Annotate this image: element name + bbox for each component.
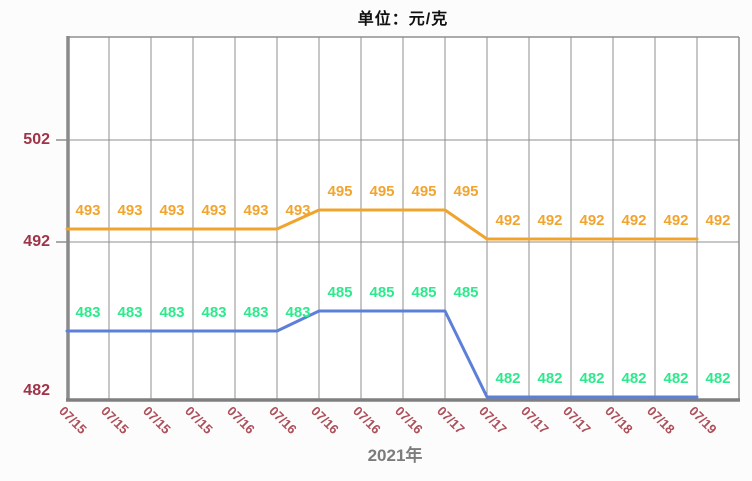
chart-title: 单位：元/克 — [357, 11, 449, 28]
x-tick-label: 07/16 — [224, 403, 258, 437]
series-1-data-label: 495 — [453, 183, 478, 200]
series-1-data-label: 492 — [495, 212, 520, 229]
x-tick-label: 07/16 — [350, 403, 384, 437]
x-tick-label: 07/17 — [434, 403, 468, 437]
series-2-line — [65, 309, 699, 399]
series-1-data-label: 495 — [411, 183, 436, 200]
series-2-data-label: 483 — [159, 304, 184, 321]
series-1-data-label: 492 — [621, 212, 646, 229]
series-2-data-label: 482 — [705, 370, 730, 387]
x-tick-label: 07/15 — [182, 403, 216, 437]
x-tick-label: 07/16 — [392, 403, 426, 437]
series-1-data-label: 493 — [75, 202, 100, 219]
x-tick-label: 07/18 — [644, 403, 678, 437]
series-2-data-label: 482 — [621, 370, 646, 387]
series-2-data-label: 483 — [243, 304, 268, 321]
series-1-data-label: 492 — [705, 212, 730, 229]
x-tick-label: 07/15 — [140, 403, 174, 437]
series-2-data-label: 485 — [411, 284, 436, 301]
series-2-data-label: 483 — [201, 304, 226, 321]
x-tick-label: 07/16 — [308, 403, 342, 437]
series-2-data-label: 482 — [537, 370, 562, 387]
x-tick-label: 07/15 — [56, 403, 90, 437]
x-tick-label: 07/17 — [476, 403, 510, 437]
x-tick-label: 07/16 — [266, 403, 300, 437]
series-1-line — [65, 208, 699, 241]
y-tick-label: 502 — [23, 131, 50, 148]
x-tick-label: 07/19 — [686, 403, 720, 437]
x-tick-label: 07/15 — [98, 403, 132, 437]
series-2-data-label: 483 — [117, 304, 142, 321]
series-2-data-label: 482 — [663, 370, 688, 387]
series-1-data-label: 493 — [201, 202, 226, 219]
y-tick-label: 492 — [23, 233, 50, 250]
x-tick-label: 07/17 — [518, 403, 552, 437]
series-1-data-label: 492 — [663, 212, 688, 229]
series-2-data-label: 483 — [75, 304, 100, 321]
series-1-data-label: 492 — [537, 212, 562, 229]
series-1-data-label: 492 — [579, 212, 604, 229]
series-1-data-label: 495 — [369, 183, 394, 200]
x-tick-label: 07/17 — [560, 403, 594, 437]
series-1-data-label: 493 — [159, 202, 184, 219]
x-tick-label: 07/18 — [602, 403, 636, 437]
series-2-data-label: 485 — [327, 284, 352, 301]
series-1-data-label: 493 — [117, 202, 142, 219]
series-2-data-label: 482 — [579, 370, 604, 387]
series-1-data-label: 493 — [243, 202, 268, 219]
x-axis-title: 2021年 — [367, 446, 423, 465]
series-2-data-label: 485 — [369, 284, 394, 301]
y-tick-label: 482 — [23, 382, 50, 399]
series-1-data-label: 495 — [327, 183, 352, 200]
series-1-data-label: 493 — [285, 202, 310, 219]
series-2-data-label: 485 — [453, 284, 478, 301]
series-2-data-label: 483 — [285, 304, 310, 321]
series-2-data-label: 482 — [495, 370, 520, 387]
